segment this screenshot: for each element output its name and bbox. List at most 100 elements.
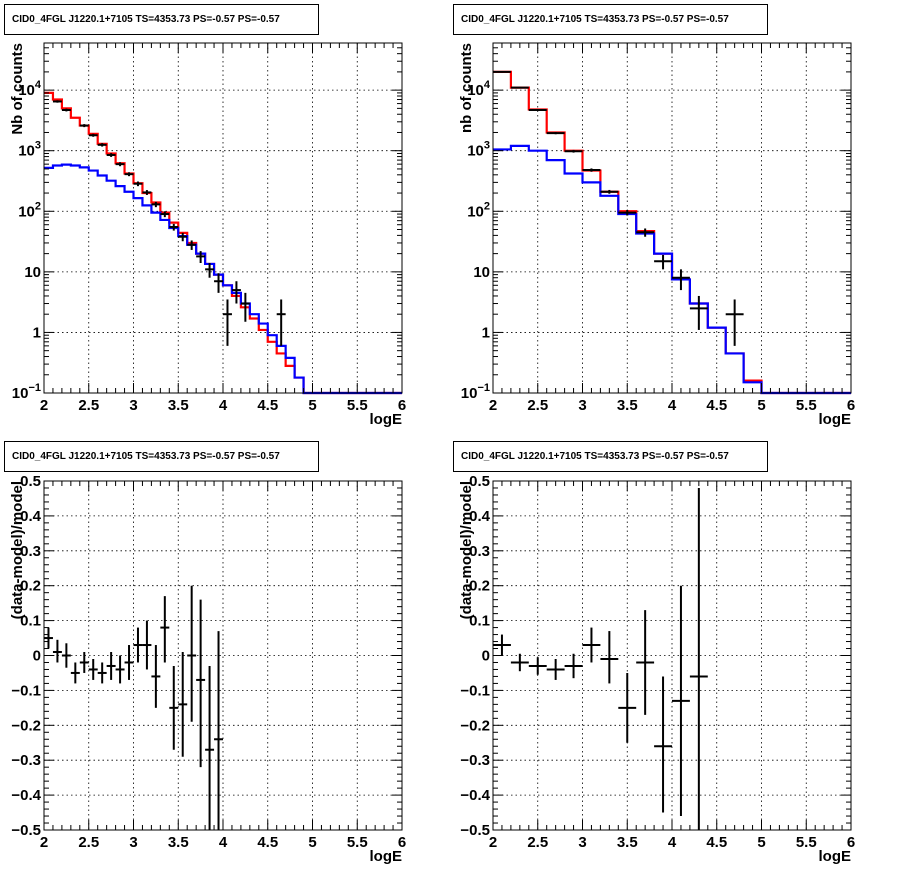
grid-lines [44,43,402,393]
data-point [88,658,98,680]
chart-title-frame [4,4,319,35]
y-tick-label: 0.4 [469,508,491,525]
chart-title-frame [453,441,768,472]
data-point [546,132,565,135]
x-axis: 2 2.5 3 3.5 4 4.5 5 5.5 6 [40,481,406,851]
x-tick-label: 4 [668,834,677,851]
plot-frame [492,480,852,831]
data-point [582,168,601,172]
x-axis-label: logE [819,411,852,428]
x-tick-label: 2 [489,834,497,851]
y-tick-label: 0.1 [20,613,41,630]
data-point [133,627,143,663]
y-axis: −0.5 −0.4 −0.3 −0.2 −0.1 0 0.1 0.2 0.3 0.4 0.5 [460,473,851,839]
y-tick-label: 0 [482,648,490,665]
x-tick-label: 3 [129,397,137,414]
y-tick-label: −0.4 [11,787,41,804]
x-tick-label: 3.5 [617,397,638,414]
data-point [178,232,188,242]
data-point [636,610,655,715]
data-point [52,639,62,663]
x-tick-label: 6 [847,834,855,851]
x-tick-label: 3.5 [617,834,638,851]
y-tick-label: 0 [33,648,41,665]
y-tick-label: 0.3 [20,543,41,560]
data-point [52,100,62,103]
y-tick-label: −0.3 [460,752,490,769]
x-tick-label: 2.5 [527,834,548,851]
x-tick-label: 4.5 [257,397,278,414]
data-point [187,585,197,722]
chart-panel-4: 2 2.5 3 3.5 4 4.5 5 5.5 6logE−0.5−0.4−0.3−0.2−0.… [453,441,855,865]
data-point [205,263,215,278]
y-tick-label: −0.5 [460,822,490,839]
data-point [142,190,152,195]
y-axis: 10−1 1 10 102 103 104 [12,42,402,402]
y-tick-label: 0.5 [20,473,41,490]
y-tick-label: 102 [467,200,490,220]
data-point [689,295,708,330]
chart-title-box: CID0_4FGL J1220.1+7105 TS=4353.73 PS=-0.… [453,4,768,35]
x-tick-label: 5.5 [347,397,368,414]
x-tick-label: 5 [308,834,316,851]
data-point [510,86,529,89]
data-points [493,70,744,346]
data-point [214,273,223,293]
data-point [160,211,170,218]
chart-title-frame [4,441,319,472]
data-point [151,645,161,708]
data-point [510,653,529,672]
y-tick-label: 1 [482,324,490,341]
data-point [600,189,619,194]
x-tick-label: 4.5 [706,397,727,414]
data-point [528,108,547,111]
chart-title-frame [453,4,768,35]
data-point [61,108,71,112]
data-point [115,655,125,684]
y-tick-label: 1 [33,324,41,341]
data-point [151,201,161,208]
y-axis-label: Nb of counts [9,43,26,135]
data-point [618,672,637,743]
data-points [493,487,708,830]
data-point [689,487,708,830]
plot-frame [43,480,403,831]
x-tick-label: 2 [40,397,48,414]
data-point [169,223,179,231]
y-tick-label: −0.2 [11,717,41,734]
data-point [582,627,601,663]
x-axis: 2 2.5 3 3.5 4 4.5 5 5.5 6 [489,481,855,851]
data-point [231,281,241,304]
data-point [178,652,188,757]
x-tick-label: 4 [219,834,228,851]
x-tick-label: 2 [40,834,48,851]
x-tick-label: 3 [129,834,137,851]
grid-lines [493,481,851,830]
data-point [564,149,583,153]
data-point [169,665,179,750]
y-tick-label: −0.1 [11,682,41,699]
x-tick-label: 3.5 [168,397,189,414]
data-point [493,634,511,656]
data-point [196,251,206,264]
data-point [654,254,672,270]
data-point [115,162,125,167]
data-point [564,653,583,679]
y-tick-label: 10 [473,264,490,281]
chart-panel-3: 2 2.5 3 3.5 4 4.5 5 5.5 6logE−0.5−0.4−0.3−0.2−0.… [4,441,406,865]
x-axis-label: logE [370,848,403,865]
data-point [672,585,690,817]
data-point [70,662,80,684]
data-point [44,627,53,649]
y-axis-label: (data-model)/model [458,481,475,619]
data-point [106,153,116,157]
x-tick-label: 3 [578,397,586,414]
chart-title-box: CID0_4FGL J1220.1+7105 TS=4353.73 PS=-0.… [4,4,319,35]
chart-title: CID0_4FGL J1220.1+7105 TS=4353.73 PS=-0.… [12,14,280,25]
y-tick-label: 10−1 [12,382,41,402]
data-point [187,240,197,250]
y-tick-label: 10 [24,264,41,281]
data-point [124,172,134,177]
